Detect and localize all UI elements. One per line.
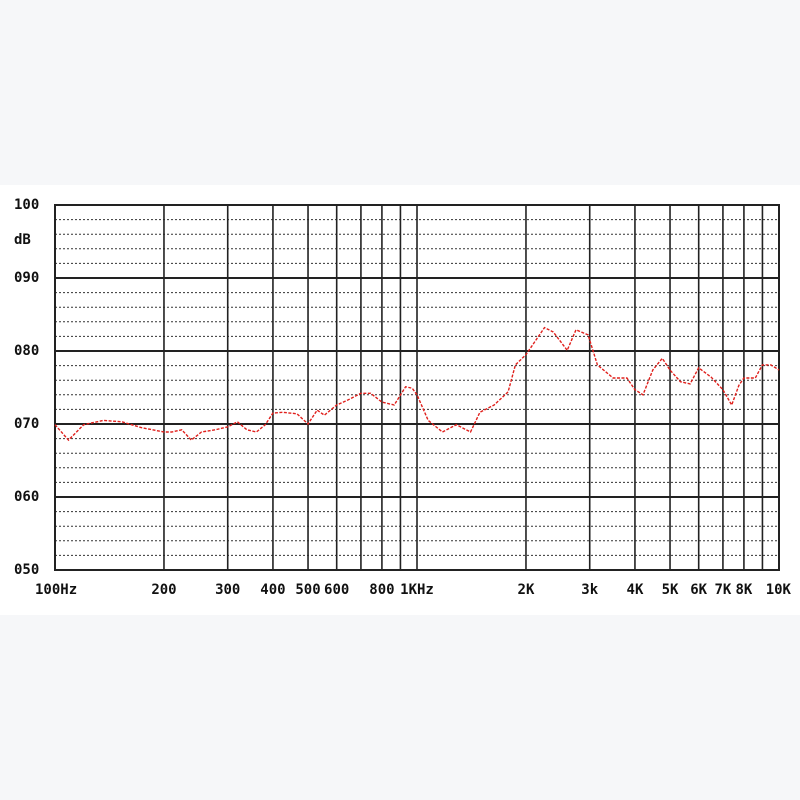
x-tick-label: 600: [324, 582, 349, 598]
plot-border: [54, 204, 780, 571]
x-tick-label: 800: [369, 582, 394, 598]
x-tick-label: 500: [295, 582, 320, 598]
y-tick-label: 090: [14, 270, 39, 286]
x-tick-label: 1KHz: [400, 582, 434, 598]
x-tick-label: 100Hz: [35, 582, 77, 598]
x-tick-label: 5K: [662, 582, 679, 598]
x-tick-label: 300: [215, 582, 240, 598]
y-tick-label: 100: [14, 197, 39, 213]
x-tick-label: 3k: [581, 582, 598, 598]
x-tick-label: 2K: [518, 582, 535, 598]
y-tick-label: 050: [14, 562, 39, 578]
y-tick-label: 070: [14, 416, 39, 432]
x-tick-label: 8K: [735, 582, 752, 598]
x-tick-label: 200: [151, 582, 176, 598]
x-tick-label: 10K: [766, 582, 792, 598]
y-tick-label: 080: [14, 343, 39, 359]
y-axis-label: dB: [14, 232, 31, 248]
x-tick-label: 4K: [627, 582, 644, 598]
response-line: [54, 326, 780, 442]
x-tick-label: 400: [260, 582, 285, 598]
x-tick-label: 7K: [714, 582, 731, 598]
x-tick-label: 6K: [690, 582, 707, 598]
y-tick-label: 060: [14, 489, 39, 505]
